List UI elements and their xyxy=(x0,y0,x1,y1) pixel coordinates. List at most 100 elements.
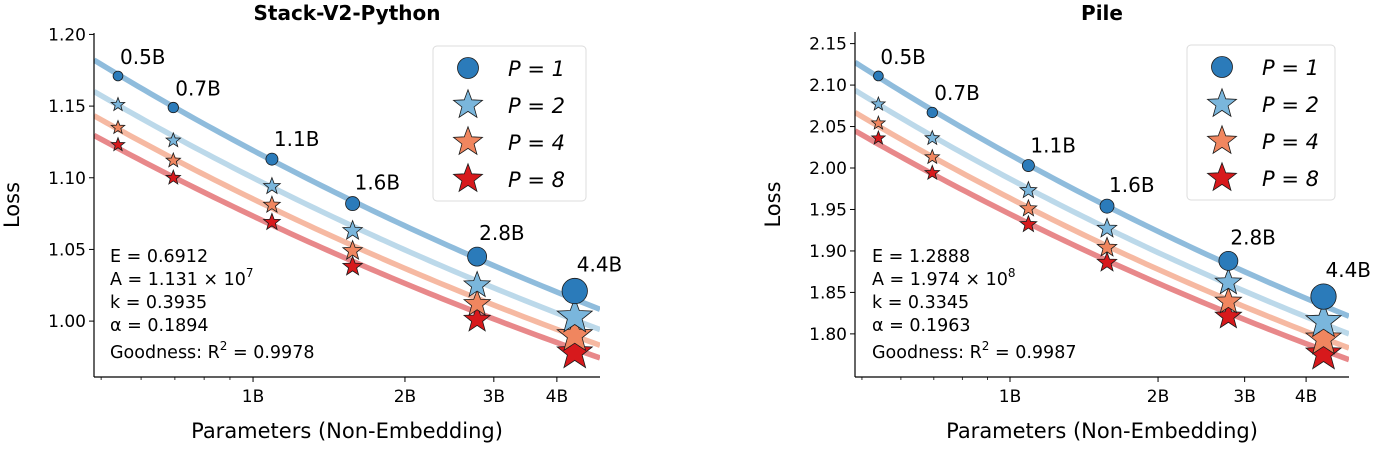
data-point-p1 xyxy=(167,101,179,114)
x-tick-label: 4B xyxy=(546,387,568,407)
fit-param-E: E = 0.6912 xyxy=(110,247,208,267)
model-size-label: 0.5B xyxy=(120,45,166,69)
y-axis-label: Loss xyxy=(0,182,24,228)
fit-goodness: Goodness: R2 = 0.9978 xyxy=(110,339,314,363)
data-point-p2 xyxy=(1096,217,1118,238)
data-point-p1 xyxy=(345,196,361,211)
data-point-p4 xyxy=(556,315,594,352)
legend-marker-star-icon xyxy=(1206,124,1238,155)
data-point-p4 xyxy=(110,119,126,135)
legend-item-p4: P = 4 xyxy=(1206,124,1319,155)
data-point-p4 xyxy=(341,239,364,261)
fit-line-p8 xyxy=(855,128,1349,363)
fit-param-A-base: A = 1.131 × 10 xyxy=(110,270,246,290)
legend-box xyxy=(1186,44,1336,201)
data-point-p1 xyxy=(112,70,124,82)
fit-param-A-base: A = 1.974 × 10 xyxy=(872,270,1008,290)
data-point-p1 xyxy=(1021,159,1035,172)
legend-label: P = 2 xyxy=(1262,93,1319,117)
data-point-p2 xyxy=(462,270,492,298)
data-point-p8 xyxy=(1304,334,1343,370)
data-point-p8 xyxy=(1214,301,1243,329)
fit-param-A: A = 1.974 × 108 xyxy=(872,266,1016,290)
model-size-label: 1.6B xyxy=(355,171,401,195)
fit-goodness-label: Goodness: R xyxy=(872,343,982,363)
data-point-p2 xyxy=(341,219,364,240)
x-tick-label: 1B xyxy=(999,387,1021,407)
fit-param-alpha: α = 0.1894 xyxy=(110,316,209,336)
data-point-p1 xyxy=(1310,283,1337,310)
model-size-label: 0.7B xyxy=(175,76,221,100)
data-point-p4 xyxy=(1214,286,1243,314)
y-tick-label: 1.80 xyxy=(809,325,847,345)
model-size-label: 0.5B xyxy=(880,45,926,69)
legend-box xyxy=(432,45,587,202)
data-point-p4 xyxy=(870,114,887,130)
fit-param-E: E = 1.2888 xyxy=(872,247,970,267)
y-tick-label: 2.10 xyxy=(809,76,847,96)
chart-1: Stack-V2-Python Parameters (Non-Embedding… xyxy=(0,1,622,443)
legend-item-p4: P = 4 xyxy=(452,125,565,156)
data-point-p1 xyxy=(265,152,279,166)
y-tick-label: 1.95 xyxy=(809,200,847,220)
legend-marker-circle-icon xyxy=(457,57,479,79)
y-tick-label: 1.00 xyxy=(48,312,86,332)
legend-item-p2: P = 2 xyxy=(1206,87,1319,118)
fit-goodness-value: = 0.9987 xyxy=(989,343,1076,363)
legend-marker-star-icon xyxy=(1206,161,1238,192)
data-point-p8 xyxy=(1096,251,1118,272)
model-size-label: 2.8B xyxy=(1230,225,1276,249)
model-size-label: 1.1B xyxy=(1030,133,1076,157)
y-tick-label: 2.00 xyxy=(809,159,847,179)
y-tick-label: 2.05 xyxy=(809,118,847,138)
legend-marker-star-icon xyxy=(452,88,484,119)
fit-line-p4 xyxy=(855,110,1349,351)
data-point-p4 xyxy=(1018,198,1038,217)
data-point-p8 xyxy=(110,136,126,152)
model-size-label: 4.4B xyxy=(1326,258,1372,282)
data-point-p1 xyxy=(873,70,884,82)
y-tick-label: 1.90 xyxy=(809,242,847,262)
data-point-p8 xyxy=(870,129,887,145)
y-tick-label: 1.05 xyxy=(48,240,86,260)
data-point-p2 xyxy=(1018,180,1038,199)
x-tick-label: 3B xyxy=(483,387,505,407)
fit-goodness-exp: 2 xyxy=(982,339,990,353)
chart-2: Pile Parameters (Non-Embedding) Loss 0.5B 0.… xyxy=(761,1,1371,443)
legend: P = 1 P = 2 P = 4 P = 8 xyxy=(1186,44,1336,201)
fit-param-alpha: α = 0.1963 xyxy=(872,316,971,336)
y-axis-label: Loss xyxy=(761,181,785,227)
data-point-p1 xyxy=(561,277,588,305)
fit-param-k: k = 0.3935 xyxy=(110,293,207,313)
data-point-p4 xyxy=(262,195,282,214)
fit-param-A-exp: 7 xyxy=(246,266,254,280)
fit-param-A: A = 1.131 × 107 xyxy=(110,266,254,290)
model-size-label: 0.7B xyxy=(934,81,980,105)
legend-marker-star-icon xyxy=(452,162,484,193)
legend-marker-star-icon xyxy=(452,125,484,156)
data-point-p8 xyxy=(262,212,282,231)
legend-label: P = 8 xyxy=(1262,167,1319,191)
legend-item-p2: P = 2 xyxy=(452,88,565,119)
fit-line-p4 xyxy=(94,113,600,348)
fit-goodness: Goodness: R2 = 0.9987 xyxy=(872,339,1076,363)
data-point-p1 xyxy=(467,246,488,267)
model-size-label: 1.6B xyxy=(1109,173,1155,197)
chart-title: Pile xyxy=(1081,1,1123,25)
data-point-p4 xyxy=(1096,236,1118,257)
data-point-p2 xyxy=(165,131,182,148)
data-point-p1 xyxy=(926,106,938,119)
data-point-p1 xyxy=(1099,198,1115,214)
y-tick-label: 1.15 xyxy=(48,97,86,117)
fit-param-A-exp: 8 xyxy=(1008,266,1016,280)
legend-item-p8: P = 8 xyxy=(1206,161,1319,192)
legend-label: P = 4 xyxy=(508,131,565,155)
x-tick-label: 2B xyxy=(1147,387,1169,407)
fit-goodness-value: = 0.9978 xyxy=(227,343,314,363)
legend-marker-circle-icon xyxy=(1211,56,1233,78)
x-axis-label: Parameters (Non-Embedding) xyxy=(191,419,503,443)
x-tick-label: 3B xyxy=(1233,387,1255,407)
data-point-p2 xyxy=(870,95,887,111)
fit-goodness-label: Goodness: R xyxy=(110,343,220,363)
